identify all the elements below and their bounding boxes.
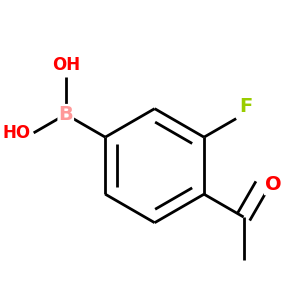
Text: O: O [265,176,282,194]
Text: F: F [239,97,252,116]
Text: OH: OH [52,56,80,74]
Text: B: B [58,105,73,124]
Text: HO: HO [3,124,31,142]
